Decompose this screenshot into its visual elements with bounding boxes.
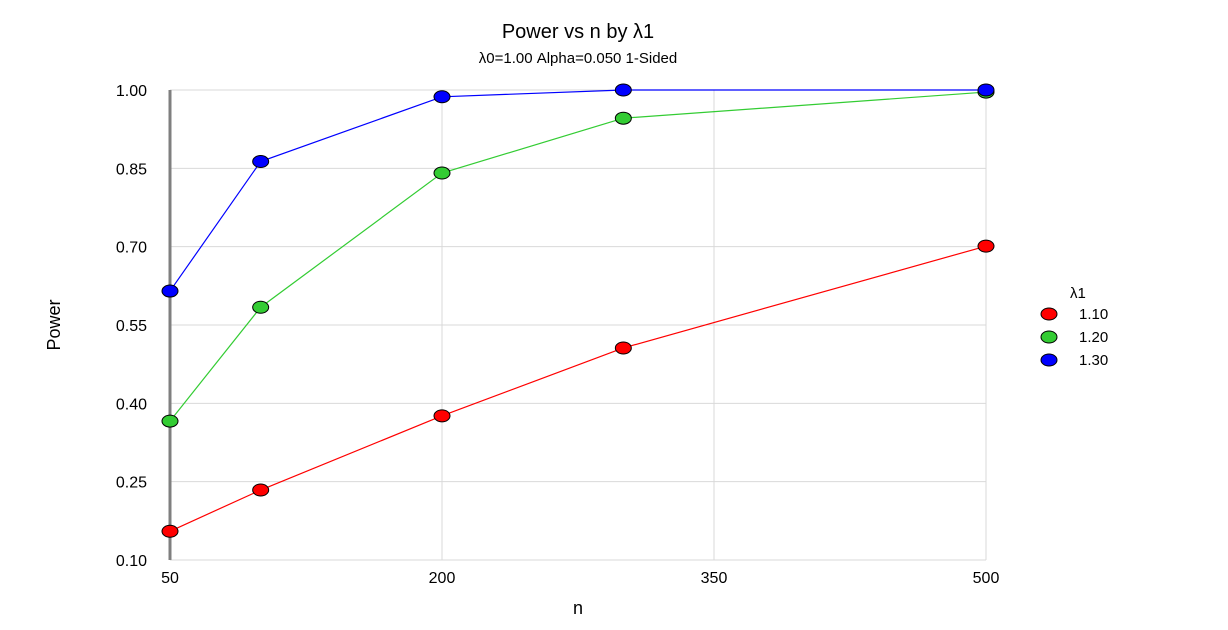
x-tick-label: 500 (973, 570, 1000, 587)
y-tick-label: 0.70 (116, 240, 147, 257)
data-point-1.30 (614, 83, 632, 97)
series-line-1.20 (169, 91, 987, 422)
y-tick-label: 0.10 (116, 553, 147, 570)
chart-title: Power vs n by λ1 (502, 21, 654, 43)
series-line-1.30 (169, 89, 986, 292)
axes: 0.10 0.25 0.40 0.55 0.70 0.85 1.00 50 200 350 500 (116, 83, 1000, 587)
grid (169, 89, 987, 561)
legend: λ1 1.10 1.20 1.30 (1040, 285, 1108, 369)
legend-marker (1040, 330, 1058, 344)
series-line-1.10 (169, 245, 987, 532)
data-point-1.10 (161, 524, 179, 538)
data-point-1.20 (433, 166, 451, 180)
y-tick-label: 0.25 (116, 475, 147, 492)
x-tick-label: 200 (429, 570, 456, 587)
x-axis-label: n (573, 598, 583, 618)
chart-subtitle: λ0=1.00 Alpha=0.050 1-Sided (479, 50, 678, 67)
y-tick-label: 0.55 (116, 318, 147, 335)
x-tick-label: 350 (701, 570, 728, 587)
data-point-1.30 (977, 83, 995, 97)
legend-label: 1.20 (1079, 329, 1108, 346)
legend-label: 1.30 (1079, 352, 1108, 369)
legend-marker (1040, 307, 1058, 321)
legend-title: λ1 (1070, 285, 1086, 302)
data-point-1.30 (161, 284, 179, 298)
data-point-1.10 (614, 341, 632, 355)
data-point-1.30 (252, 155, 270, 169)
y-tick-label: 0.40 (116, 396, 147, 413)
plot-area (161, 83, 995, 538)
data-point-1.30 (433, 90, 451, 104)
y-axis-label: Power (44, 299, 64, 350)
data-point-1.10 (252, 483, 270, 497)
data-point-1.20 (161, 414, 179, 428)
x-tick-label: 50 (161, 570, 179, 587)
legend-label: 1.10 (1079, 306, 1108, 323)
data-point-1.20 (252, 300, 270, 314)
legend-marker (1040, 353, 1058, 367)
data-point-1.10 (977, 239, 995, 253)
data-point-1.20 (614, 111, 632, 125)
y-tick-label: 0.85 (116, 161, 147, 178)
data-point-1.10 (433, 409, 451, 423)
y-tick-label: 1.00 (116, 83, 147, 100)
